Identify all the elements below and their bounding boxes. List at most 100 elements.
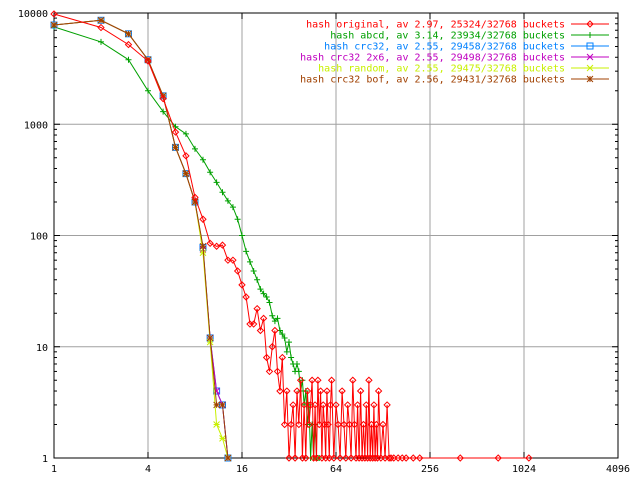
data-point (374, 387, 383, 395)
data-point (312, 454, 321, 462)
data-point (229, 256, 237, 264)
data-point (199, 249, 207, 257)
y-tick-label: 10000 (18, 9, 48, 20)
legend-entry-4: hash random, av 2.55, 29475/32768 bucket… (318, 64, 609, 75)
data-point (289, 401, 297, 409)
data-point (296, 376, 305, 384)
data-point (356, 387, 365, 395)
data-point (291, 454, 299, 462)
data-point (338, 387, 346, 395)
data-point (334, 420, 342, 429)
data-point (283, 348, 290, 355)
axes: 1 4 16 64 256 1024 4096 1 10 100 1000 10000 (18, 9, 630, 475)
data-point (254, 276, 261, 283)
data-point (218, 241, 227, 249)
data-point (379, 420, 387, 429)
data-point (144, 56, 152, 64)
data-point (97, 23, 105, 32)
legend-label: hash crc32 bof, av 2.56, 29431/32768 buc… (300, 75, 565, 86)
legend-entry-3: hash crc32 2x6, av 2.55, 29498/32768 buc… (300, 53, 609, 64)
x-tick-label: 16 (236, 464, 248, 475)
data-point (311, 401, 319, 409)
series-0 (50, 10, 533, 462)
data-point (293, 387, 301, 395)
data-point (262, 353, 271, 362)
data-point (182, 170, 190, 177)
data-point (332, 401, 340, 409)
legend-entry-0: hash original, av 2.97, 25324/32768 buck… (306, 20, 609, 31)
data-point (303, 387, 312, 395)
data-point (234, 216, 241, 223)
data-point (243, 248, 250, 255)
data-point (145, 87, 151, 94)
data-point (274, 315, 281, 322)
data-point (50, 21, 58, 29)
data-point (367, 420, 376, 429)
data-point (370, 401, 378, 409)
data-point (315, 420, 323, 429)
data-point (363, 454, 372, 462)
data-point (159, 94, 167, 103)
data-point (402, 454, 410, 462)
data-point (213, 179, 220, 186)
data-point (256, 326, 265, 335)
data-point (273, 367, 282, 376)
data-point (199, 215, 207, 223)
data-point (233, 267, 242, 275)
data-point (494, 454, 502, 462)
data-point (327, 376, 336, 384)
y-tick-label: 10 (36, 343, 48, 354)
x-tick-label: 1024 (512, 464, 536, 475)
data-point (263, 294, 270, 301)
data-point (525, 454, 533, 462)
data-point (387, 454, 395, 462)
data-point (224, 454, 232, 462)
data-point (285, 454, 293, 462)
data-point (280, 420, 289, 429)
data-point (242, 293, 250, 301)
y-tick-label: 1000 (24, 120, 48, 131)
data-point (336, 454, 344, 462)
data-point (372, 420, 381, 429)
data-point (206, 239, 214, 248)
data-point (98, 38, 104, 45)
x-tick-label: 4 (145, 464, 151, 475)
data-point (238, 281, 246, 289)
data-point (383, 401, 391, 409)
data-point (250, 267, 257, 274)
data-point (369, 454, 377, 462)
data-point (283, 387, 291, 395)
y-tick-label: 100 (30, 232, 48, 243)
data-point (97, 16, 105, 24)
data-point (288, 354, 295, 361)
data-point (308, 376, 316, 384)
data-point (281, 334, 288, 341)
y-tick-label: 1 (42, 454, 48, 465)
data-point (350, 420, 359, 429)
data-point (416, 454, 424, 462)
x-tick-label: 1 (51, 464, 57, 475)
data-point (253, 304, 261, 313)
data-point (324, 420, 332, 429)
legend-entry-1: hash abcd, av 3.14, 23934/32768 buckets (330, 31, 609, 42)
x-tick-label: 4096 (606, 464, 630, 475)
data-point (219, 189, 226, 196)
data-point (305, 420, 313, 429)
legend-label: hash original, av 2.97, 25324/32768 buck… (306, 20, 565, 31)
data-point (268, 343, 276, 351)
data-point (212, 242, 221, 250)
data-point (224, 197, 231, 204)
legend-label: hash random, av 2.55, 29475/32768 bucket… (318, 64, 565, 75)
data-point (355, 454, 363, 462)
data-point (456, 454, 464, 462)
data-point (124, 40, 133, 49)
data-point (239, 232, 245, 239)
data-point (278, 353, 287, 362)
data-point (366, 454, 374, 462)
data-point (323, 387, 331, 395)
data-point (172, 143, 179, 151)
data-point (586, 64, 594, 72)
data-point (586, 53, 594, 61)
legend-label: hash crc32 2x6, av 2.55, 29498/32768 buc… (300, 53, 565, 64)
